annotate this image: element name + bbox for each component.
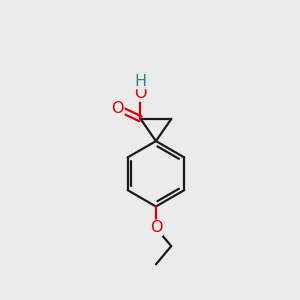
Text: O: O	[134, 86, 147, 101]
Text: H: H	[134, 74, 147, 88]
Text: O: O	[111, 100, 124, 116]
Text: O: O	[150, 220, 162, 236]
